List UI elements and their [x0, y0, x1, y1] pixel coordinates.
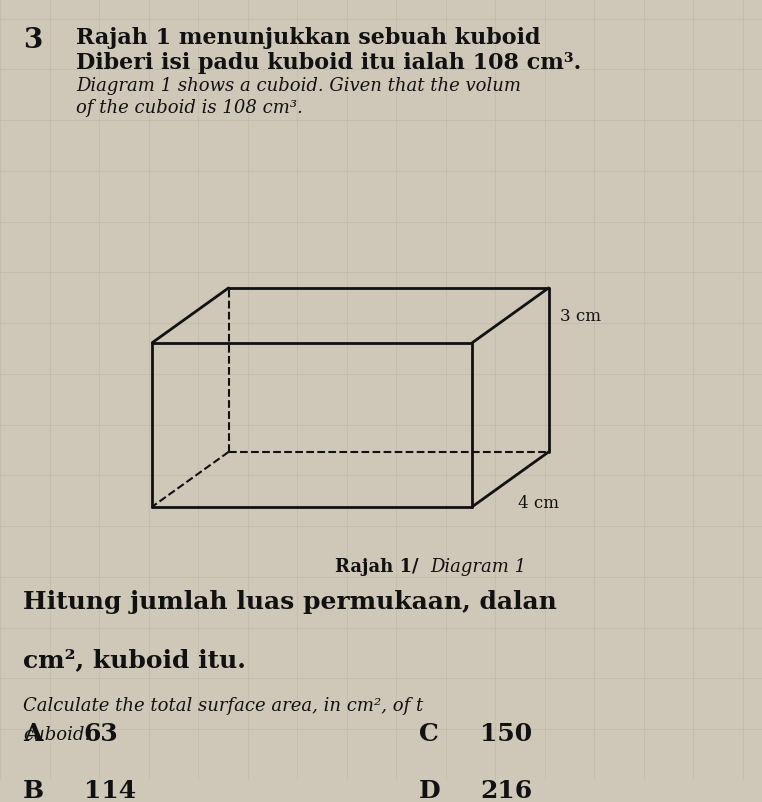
- Text: 216: 216: [480, 778, 532, 801]
- Text: C: C: [419, 721, 439, 745]
- Text: B: B: [23, 778, 44, 801]
- Text: 63: 63: [84, 721, 119, 745]
- Text: Rajah 1 menunjukkan sebuah kuboid: Rajah 1 menunjukkan sebuah kuboid: [76, 27, 541, 49]
- Text: of the cuboid is 108 cm³.: of the cuboid is 108 cm³.: [76, 99, 303, 117]
- Text: Calculate the total surface area, in cm², of t: Calculate the total surface area, in cm²…: [23, 696, 423, 715]
- Text: 3: 3: [23, 27, 42, 55]
- Text: 150: 150: [480, 721, 532, 745]
- Text: Diagram 1: Diagram 1: [431, 557, 527, 576]
- Text: cm², kuboid itu.: cm², kuboid itu.: [23, 647, 245, 671]
- Text: A: A: [23, 721, 43, 745]
- Text: Diagram 1 shows a cuboid. Given that the volum: Diagram 1 shows a cuboid. Given that the…: [76, 77, 521, 95]
- Text: D: D: [419, 778, 440, 801]
- Text: cuboid.: cuboid.: [23, 725, 90, 743]
- Text: 4 cm: 4 cm: [518, 495, 559, 512]
- Text: 114: 114: [84, 778, 136, 801]
- Text: Rajah 1/: Rajah 1/: [335, 557, 419, 576]
- Text: Diberi isi padu kuboid itu ialah 108 cm³.: Diberi isi padu kuboid itu ialah 108 cm³…: [76, 52, 581, 75]
- Text: Hitung jumlah luas permukaan, dalan: Hitung jumlah luas permukaan, dalan: [23, 589, 557, 613]
- Text: 3 cm: 3 cm: [560, 307, 601, 324]
